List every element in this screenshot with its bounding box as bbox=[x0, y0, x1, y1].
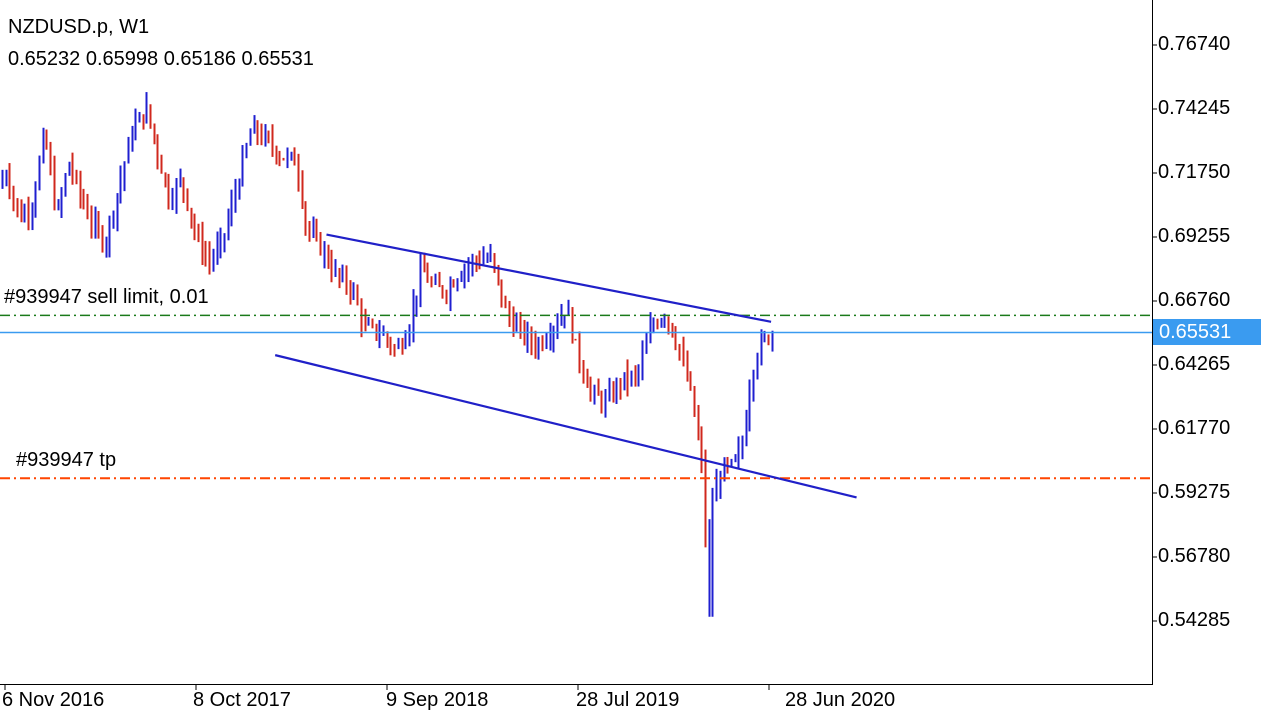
x-tick-label: 28 Jul 2019 bbox=[576, 689, 680, 711]
y-tick-label: 0.64265 bbox=[1158, 353, 1231, 375]
ohlc-values-label: 0.65232 0.65998 0.65186 0.65531 bbox=[8, 48, 314, 70]
ohlc-bars bbox=[1, 92, 774, 617]
y-tick-label: 0.74245 bbox=[1158, 97, 1231, 119]
y-tick-label: 0.56780 bbox=[1158, 545, 1231, 567]
y-tick-label: 0.71750 bbox=[1158, 161, 1231, 183]
take-profit-label: #939947 tp bbox=[16, 449, 117, 471]
x-tick-label: 28 Jun 2020 bbox=[785, 689, 896, 711]
axis-tick-marks bbox=[4, 44, 1157, 690]
x-tick-label: 6 Nov 2016 bbox=[2, 689, 105, 711]
symbol-timeframe-label: NZDUSD.p, W1 bbox=[8, 16, 150, 38]
channel-lower-line[interactable] bbox=[274, 354, 857, 499]
current-price-tag: 0.65531 bbox=[1153, 319, 1261, 345]
sell-limit-order-label: #939947 sell limit, 0.01 bbox=[4, 286, 209, 308]
y-tick-label: 0.69255 bbox=[1158, 225, 1231, 247]
x-tick-label: 8 Oct 2017 bbox=[193, 689, 291, 711]
y-tick-label: 0.61770 bbox=[1158, 417, 1231, 439]
y-tick-label: 0.59275 bbox=[1158, 481, 1231, 503]
y-tick-label: 0.66760 bbox=[1158, 289, 1231, 311]
channel-upper-line[interactable] bbox=[326, 233, 772, 323]
y-tick-label: 0.76740 bbox=[1158, 33, 1231, 55]
x-tick-label: 9 Sep 2018 bbox=[386, 689, 489, 711]
y-tick-label: 0.54285 bbox=[1158, 609, 1231, 631]
